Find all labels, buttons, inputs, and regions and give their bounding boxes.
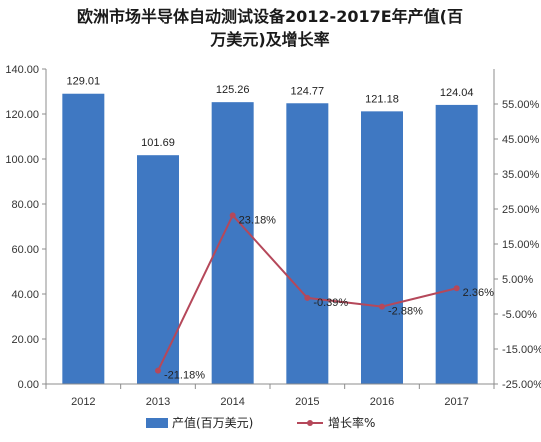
bar [211,102,254,384]
right-axis-tick-label: 15.00% [502,239,540,251]
chart-title-line1: 欧洲市场半导体自动测试设备2012-2017E年产值(百 [77,7,463,26]
bar [361,111,403,384]
left-axis-tick-label: 80.00 [11,199,39,211]
growth-point [304,294,311,301]
x-axis-tick-label: 2012 [71,396,95,408]
bar [435,104,478,384]
right-axis-tick-label: -15.00% [502,344,541,356]
growth-point [229,212,236,219]
growth-point [379,303,385,310]
bar-data-label: 124.04 [440,87,474,99]
legend-line-marker [307,420,313,426]
x-axis-tick-label: 2015 [295,396,319,408]
bar [137,155,179,384]
left-axis-tick-label: 0.00 [18,379,39,391]
bar-data-label: 101.69 [141,137,175,149]
bar-data-label: 125.26 [216,84,250,96]
left-axis-tick-label: 20.00 [11,334,39,346]
right-axis-tick-label: 45.00% [502,134,540,146]
legend-bar-swatch [146,418,168,428]
x-axis-tick-label: 2013 [146,396,170,408]
legend: 产值(百万美元) 增长率% [146,415,375,430]
right-axis-tick-label: 35.00% [502,169,540,181]
bar-data-label: 129.01 [67,76,101,88]
bar-labels: 129.01 101.69 125.26 124.77 121.18 124.04 [67,76,474,149]
legend-line-label: 增长率% [328,415,375,430]
bar-series [62,93,478,384]
left-axis-tick-label: 40.00 [11,289,39,301]
left-axis-tick-label: 140.00 [5,64,39,76]
growth-data-label: -21.18% [164,370,205,382]
right-axis-tick-label: -5.00% [502,309,537,321]
right-axis-tick-label: 5.00% [502,274,533,286]
chart-title-line2: 万美元)及增长率 [209,30,329,49]
right-axis: -25.00% -15.00% -5.00% 5.00% 15.00% 25.00% 35.… [493,69,541,391]
right-axis-tick-label: 25.00% [502,204,540,216]
growth-point [453,285,460,292]
left-axis-tick-label: 120.00 [5,109,39,121]
growth-data-label: 2.36% [463,287,494,299]
growth-line-series: -21.18% 23.18% -0.39% -2.88% 2.36% [155,212,494,382]
bar-data-label: 124.77 [291,85,325,97]
growth-data-label: -0.39% [313,297,348,309]
x-axis-tick-label: 2017 [444,396,468,408]
right-axis-tick-label: 55.00% [502,99,540,111]
x-axis: 2012 2013 2014 2015 2016 2017 [45,383,495,408]
growth-data-label: 23.18% [239,214,277,226]
left-axis-tick-label: 100.00 [5,154,39,166]
x-axis-tick-label: 2014 [220,396,244,408]
left-axis: 0.00 20.00 40.00 60.00 80.00 100.00 120.00 140.… [5,64,47,391]
bar [286,103,329,384]
left-axis-tick-label: 60.00 [11,244,39,256]
x-axis-tick-label: 2016 [370,396,394,408]
bar-data-label: 121.18 [365,93,399,105]
legend-bar-label: 产值(百万美元) [172,415,253,430]
growth-data-label: -2.88% [388,306,423,318]
bar [62,93,105,384]
growth-point [155,367,161,374]
right-axis-tick-label: -25.00% [502,379,541,391]
